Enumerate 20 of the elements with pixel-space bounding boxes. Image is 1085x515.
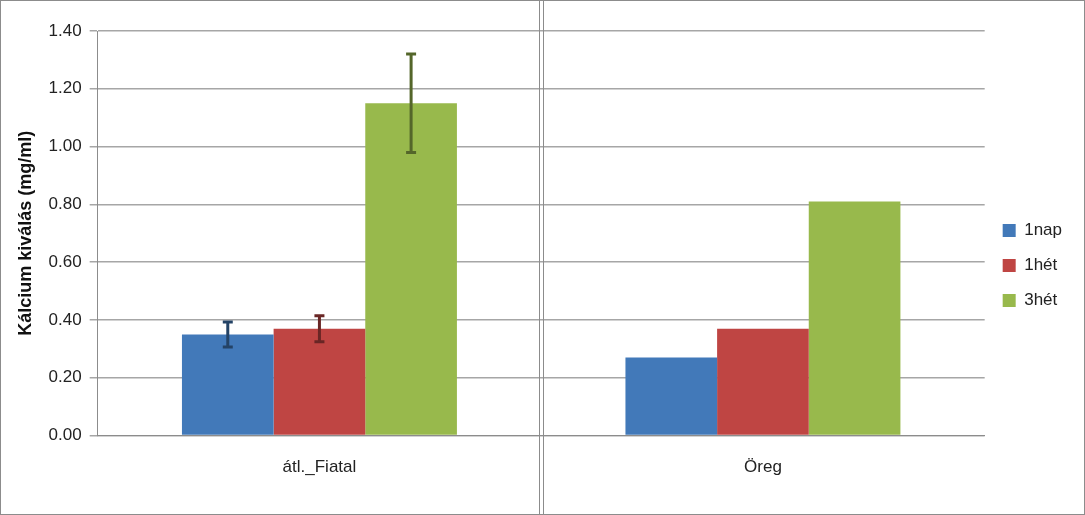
- bar: [625, 357, 718, 435]
- y-tick-label: 0.80: [48, 194, 82, 214]
- y-axis-title: Kálcium kiválás (mg/ml): [14, 130, 35, 336]
- legend-label: 1hét: [1024, 255, 1058, 275]
- y-tick-label: 1.40: [48, 20, 82, 40]
- y-tick-label: 0.60: [48, 251, 82, 271]
- x-tick-label: átl._Fiatal: [282, 457, 357, 477]
- y-tick-label: 0.00: [48, 425, 82, 445]
- legend-label: 1nap: [1024, 220, 1063, 240]
- y-tick-label: 1.00: [48, 136, 82, 156]
- y-tick-label: 1.20: [48, 78, 82, 98]
- bar: [808, 201, 901, 435]
- legend-label: 3hét: [1024, 290, 1058, 310]
- bar: [717, 328, 809, 435]
- bar: [181, 334, 274, 435]
- x-tick-label: Öreg: [744, 457, 782, 477]
- y-tick-label: 0.20: [48, 367, 82, 387]
- y-tick-label: 0.40: [48, 309, 82, 329]
- bar: [273, 328, 366, 435]
- bar: [365, 103, 457, 435]
